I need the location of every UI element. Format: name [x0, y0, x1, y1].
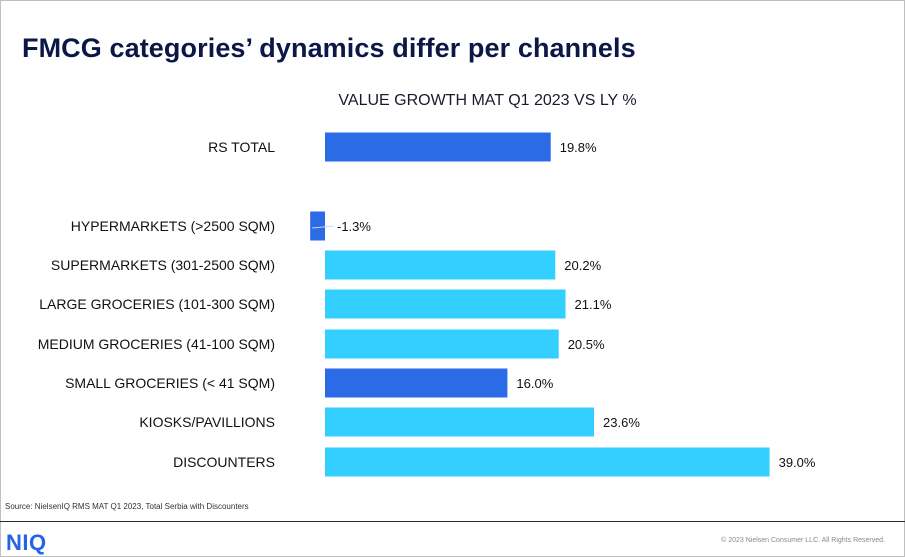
bar: [325, 329, 559, 359]
category-label: RS TOTAL: [208, 139, 275, 155]
bar: [325, 250, 556, 280]
category-label: MEDIUM GROCERIES (41-100 SQM): [38, 336, 275, 352]
value-label: 23.6%: [603, 415, 640, 430]
value-label: 19.8%: [560, 140, 597, 155]
bar: [325, 407, 595, 437]
category-label: SMALL GROCERIES (< 41 SQM): [65, 375, 275, 391]
category-label: HYPERMARKETS (>2500 SQM): [71, 218, 275, 234]
value-label: 21.1%: [575, 297, 612, 312]
footer-divider: [0, 521, 905, 522]
value-label: 39.0%: [779, 455, 816, 470]
bar: [310, 211, 325, 241]
value-label: 20.2%: [564, 258, 601, 273]
bar-chart: RS TOTAL 19.8% HYPERMARKETS (>2500 SQM) -1.…: [38, 132, 816, 477]
label-leader-line: [312, 225, 335, 229]
category-label: LARGE GROCERIES (101-300 SQM): [39, 296, 275, 312]
category-label: DISCOUNTERS: [173, 454, 275, 470]
value-label: 16.0%: [516, 376, 553, 391]
category-label: SUPERMARKETS (301-2500 SQM): [51, 257, 275, 273]
bar: [325, 368, 508, 398]
page-title: FMCG categories’ dynamics differ per cha…: [22, 33, 636, 63]
source-note: Source: NielsenIQ RMS MAT Q1 2023, Total…: [5, 502, 249, 511]
bar: [325, 447, 770, 477]
niq-logo: NIQ: [6, 530, 47, 555]
copyright-notice: © 2023 Nielsen Consumer LLC. All Rights …: [721, 537, 885, 544]
value-label: 20.5%: [568, 337, 605, 352]
value-label: -1.3%: [337, 219, 371, 234]
chart-title: VALUE GROWTH MAT Q1 2023 VS LY %: [338, 92, 637, 109]
bar: [325, 289, 566, 319]
bar: [325, 132, 551, 162]
category-label: KIOSKS/PAVILLIONS: [139, 414, 275, 430]
